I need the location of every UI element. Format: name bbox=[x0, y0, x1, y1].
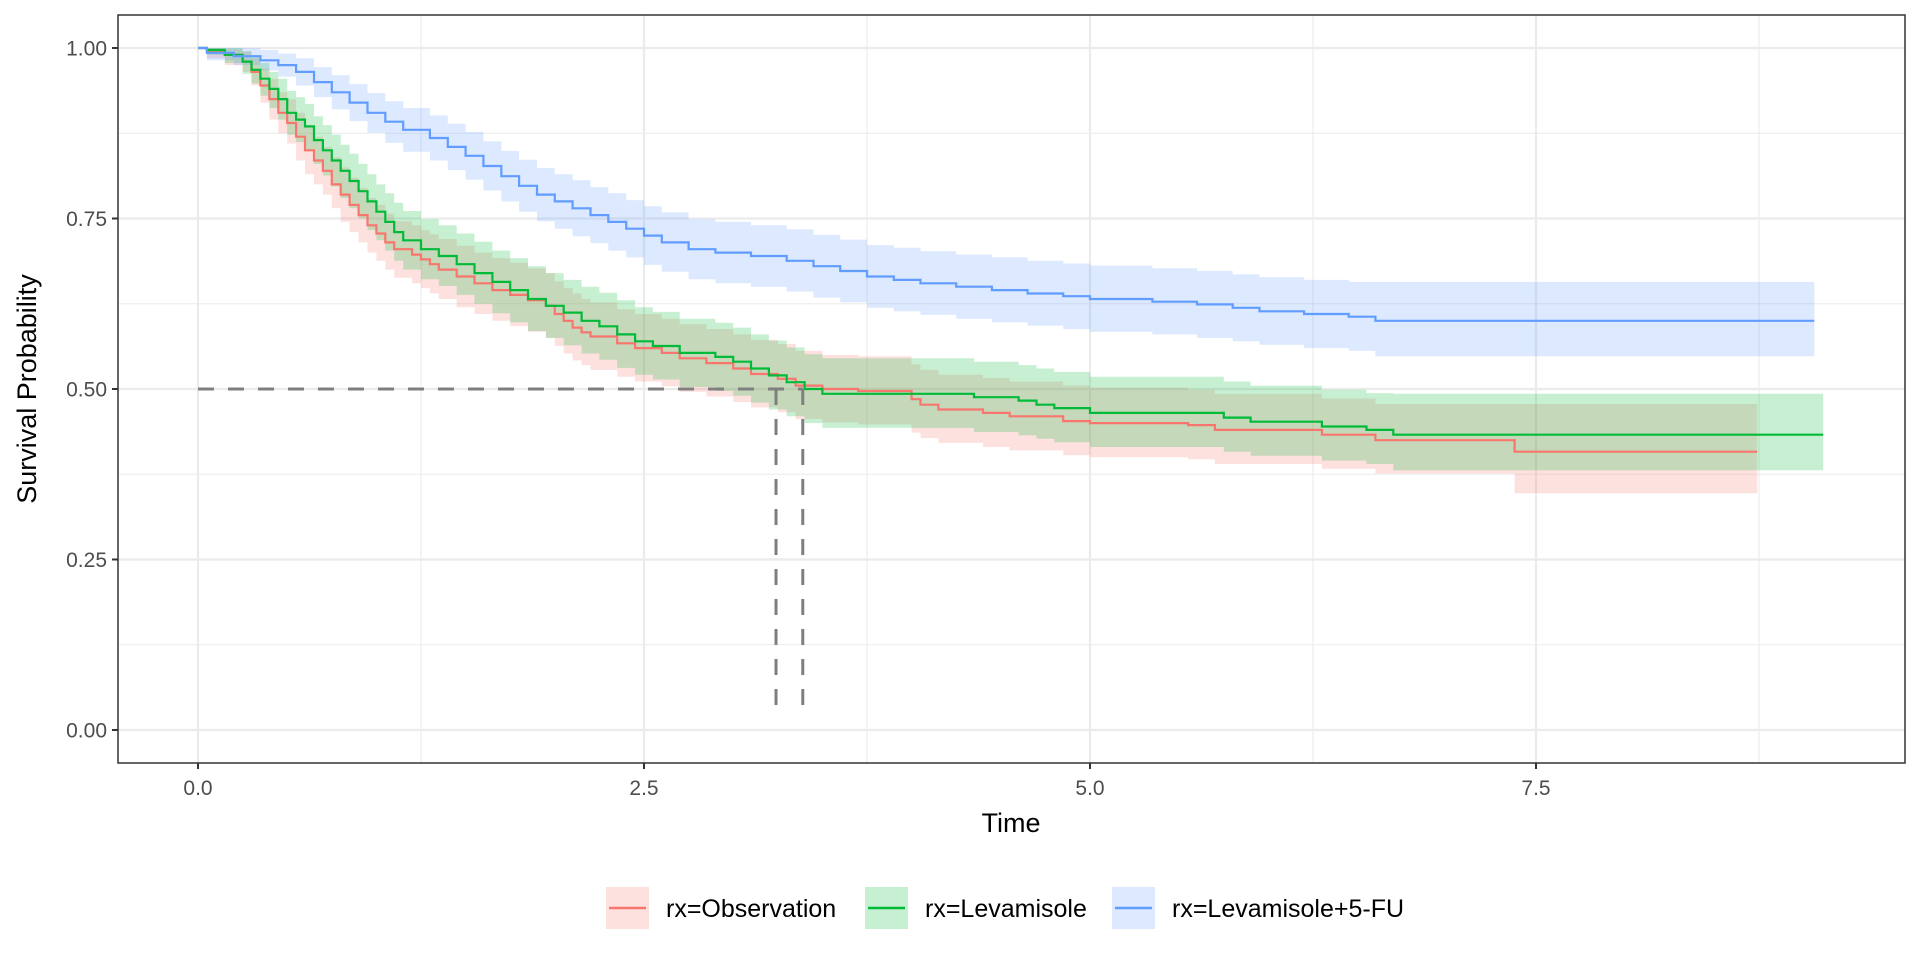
y-tick-label: 0.75 bbox=[66, 208, 107, 231]
y-tick-label: 0.00 bbox=[66, 720, 107, 743]
x-axis: 0.0 2.5 5.0 7.5 bbox=[183, 763, 1551, 800]
legend-item-observation: rx=Observation bbox=[606, 887, 836, 929]
x-tick-label: 0.0 bbox=[183, 777, 212, 800]
x-tick-label: 5.0 bbox=[1075, 777, 1104, 800]
survival-curve-levamisole bbox=[198, 46, 1824, 436]
survival-curve-levamisole_5fu bbox=[198, 46, 1815, 322]
y-tick-label: 0.50 bbox=[66, 379, 107, 402]
legend-item-levamisole_5fu: rx=Levamisole+5-FU bbox=[1112, 887, 1404, 929]
legend-item-levamisole: rx=Levamisole bbox=[865, 887, 1087, 929]
y-axis: 0.00 0.25 0.50 0.75 1.00 bbox=[66, 38, 118, 743]
confidence-bands bbox=[198, 48, 1824, 494]
survival-curves bbox=[198, 46, 1824, 453]
confidence-band-observation bbox=[198, 48, 1758, 494]
y-axis-title: Survival Probability bbox=[12, 274, 42, 504]
y-tick-label: 0.25 bbox=[66, 549, 107, 572]
x-axis-title: Time bbox=[982, 808, 1041, 838]
y-tick-label: 1.00 bbox=[66, 38, 107, 61]
confidence-band-levamisole_5fu bbox=[198, 48, 1815, 357]
legend-label: rx=Levamisole+5-FU bbox=[1172, 895, 1404, 923]
x-tick-label: 7.5 bbox=[1521, 777, 1550, 800]
legend-label: rx=Observation bbox=[666, 895, 836, 923]
median-survival-lines bbox=[198, 387, 805, 713]
legend: rx=Observation rx=Levamisole rx=Levamisole… bbox=[606, 887, 1404, 929]
confidence-band-levamisole bbox=[198, 48, 1824, 471]
x-tick-label: 2.5 bbox=[629, 777, 658, 800]
survival-curve-observation bbox=[198, 46, 1758, 453]
legend-label: rx=Levamisole bbox=[925, 895, 1087, 923]
